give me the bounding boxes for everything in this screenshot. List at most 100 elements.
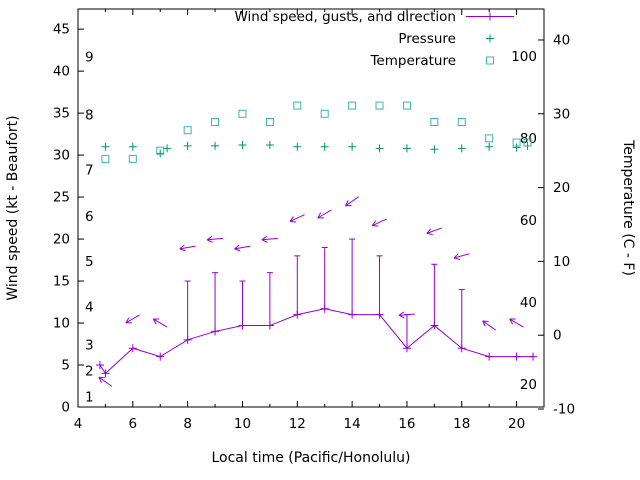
temperature-point [457,117,466,126]
legend-pressure-marker [486,34,494,43]
arrow-shaft [125,314,141,324]
wind-point [512,352,521,361]
arrow-shaft [345,196,359,207]
arrow-head [482,320,489,322]
wind-direction-arrow [98,376,113,387]
temperature-point [238,109,247,118]
kt-tick-label: 45 [53,22,70,38]
wind-direction-arrow [152,318,168,328]
beaufort-label: 3 [85,337,94,353]
arrow-head [179,244,185,250]
beaufort-label: 5 [85,254,94,270]
arrow-shaft [179,245,196,250]
arrow-head [290,220,297,223]
pressure-point [211,141,220,150]
temperature-point [320,109,329,118]
pressure-point [293,142,302,151]
arrow-head [453,257,460,260]
ylabel-right: Temperature (C - F) [620,139,636,276]
pressure-point [320,142,329,151]
temperature-point [523,138,532,147]
beaufort-label: 8 [85,107,94,123]
wind-point [238,321,247,330]
arrow-head [261,239,268,243]
arrow-shaft [98,376,113,387]
arrow-head [234,248,241,252]
wind-direction-arrow [317,209,332,219]
x-tick-label: 8 [183,416,192,432]
temperature-point [156,146,165,155]
arrow-shaft [261,237,278,241]
kt-tick-label: 15 [53,274,70,290]
wind-point [485,352,494,361]
temperature-point [402,101,411,110]
arrow-head [125,317,130,324]
legend-temperature-marker [486,56,494,65]
wind-series [95,196,538,387]
wind-direction-arrow [453,253,470,260]
pressure-point [430,145,439,154]
arrow-head [482,320,486,327]
x-tick-label: 16 [398,416,415,432]
pressure-series [101,141,532,158]
wind-point [529,352,538,361]
pressure-point [238,141,247,150]
wind-point [430,321,439,330]
wind-direction-arrow [234,244,251,252]
arrow-head [234,244,240,250]
arrow-shaft [234,245,251,250]
x-tick-label: 10 [234,416,251,432]
wind-direction-arrow [345,196,359,207]
arrow-head [98,377,102,383]
temperature-point [430,117,439,126]
temperature-point [265,117,274,126]
kt-tick-label: 5 [61,358,70,374]
right-axis: -10 0 10 20 30 40 [538,32,575,418]
beaufort-label: 1 [85,389,94,405]
wind-point [320,304,329,313]
temperature-point [485,134,494,143]
c-tick-label: 40 [553,32,570,48]
c-tick-label: 30 [553,106,570,122]
arrow-shaft [509,318,524,328]
c-tick-label: -10 [553,402,575,418]
wind-direction-arrow [125,314,141,324]
wind-direction-arrow [482,320,497,331]
x-tick-label: 6 [129,416,138,432]
arrow-head [372,225,379,227]
arrow-shaft [289,214,305,222]
temperature-series [101,101,532,163]
wind-point [183,335,192,344]
pressure-point [128,142,137,151]
beaufort-labels: 1 2 3 4 5 6 7 8 9 [85,49,94,405]
x-tick-label: 14 [344,416,361,432]
pressure-point [265,141,274,150]
fahrenheit-label: 20 [520,377,537,393]
legend: Wind speed, gusts, and direction Pressure… [234,9,514,69]
ylabel-left: Wind speed (kt - Beaufort) [5,115,21,300]
arrow-shaft [153,318,168,328]
wind-point [375,310,384,319]
temperature-point [348,101,357,110]
left-axis: 0 5 10 15 20 25 30 35 40 45 [53,22,84,416]
arrow-head [398,311,405,316]
beaufort-label: 7 [85,163,94,179]
wind-direction-arrow [371,218,387,227]
pressure-point [457,144,466,153]
arrow-shaft [207,237,224,241]
wind-point [128,344,137,353]
c-tick-label: 0 [553,328,562,344]
temperature-point [293,101,302,110]
wind-point [156,352,165,361]
beaufort-label: 2 [85,363,94,379]
wind-point [348,310,357,319]
pressure-point [512,143,521,152]
wind-point [265,321,274,330]
x-tick-label: 12 [289,416,306,432]
kt-tick-label: 20 [53,232,70,248]
wind-point [95,361,104,370]
arrow-shaft [426,227,443,234]
wind-line [99,308,534,375]
x-tick-label: 4 [74,416,83,432]
fahrenheit-label: 40 [520,295,537,311]
